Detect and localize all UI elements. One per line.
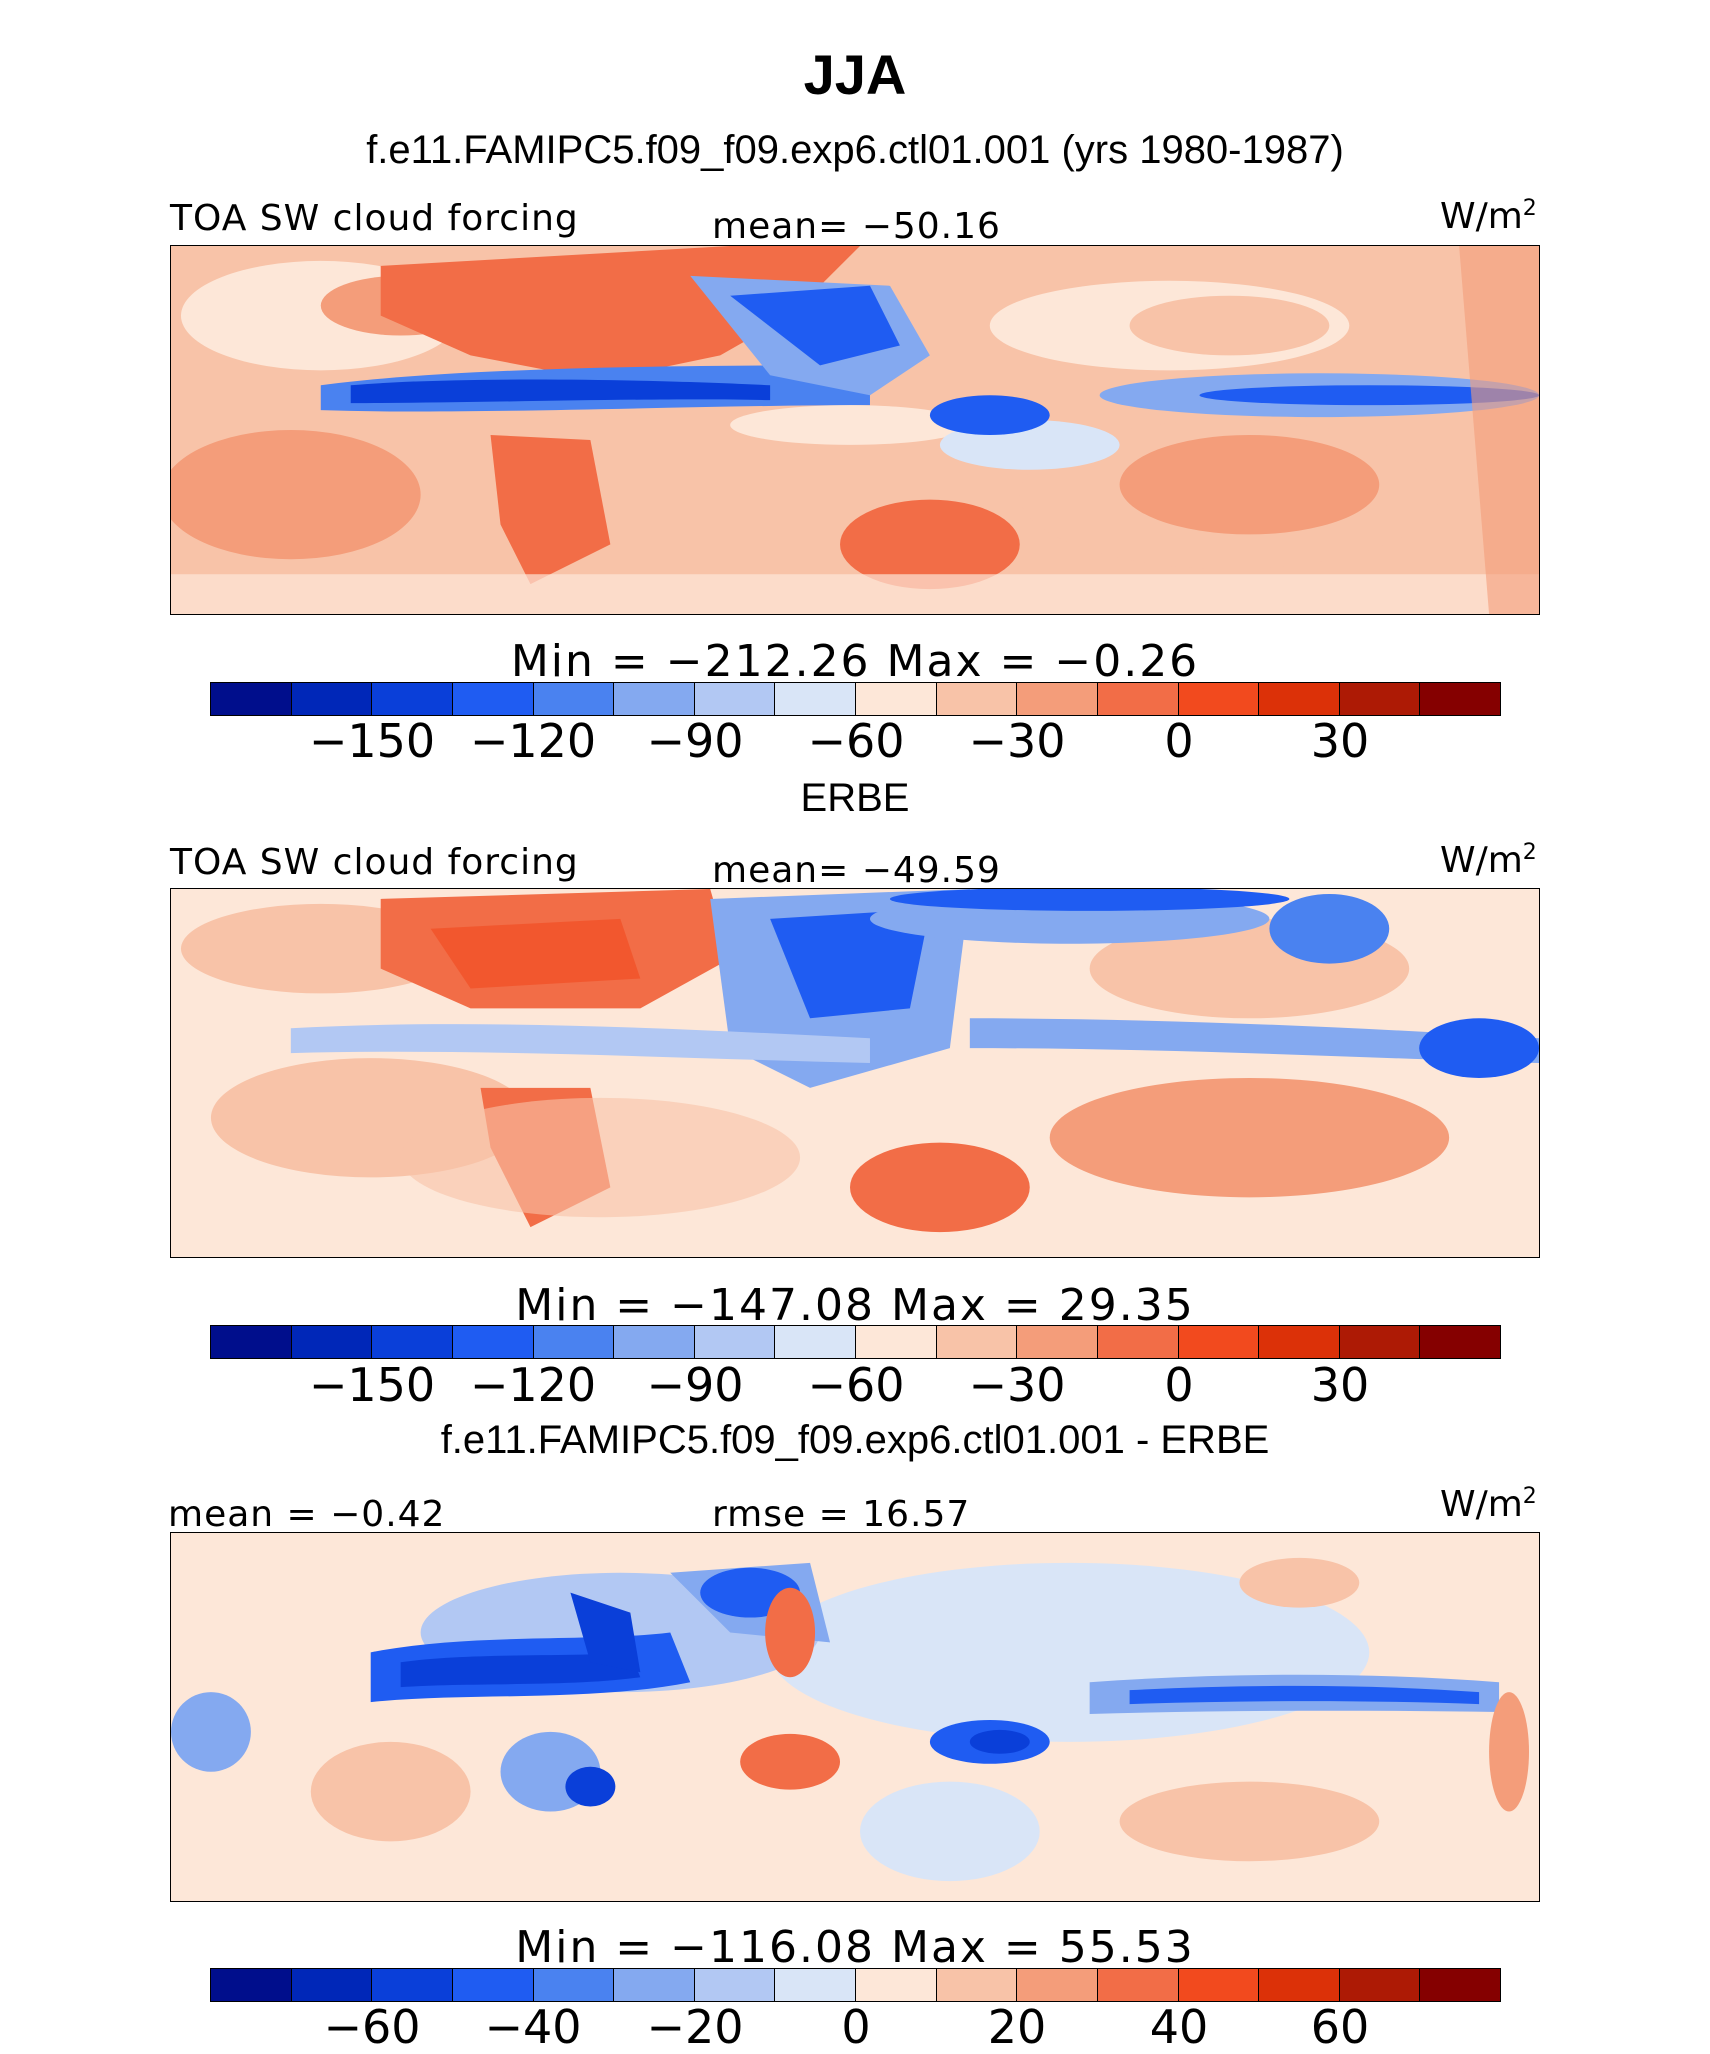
panel2-tick: 30 <box>1310 1358 1370 1412</box>
colorbar-swatch <box>1339 1969 1421 2001</box>
panel2-map-field <box>171 889 1539 1257</box>
colorbar-swatch <box>1259 683 1340 715</box>
colorbar-swatch <box>694 683 776 715</box>
colorbar-swatch <box>694 1326 776 1358</box>
panel2-tick: −120 <box>469 1358 597 1412</box>
panel2-tick: −90 <box>646 1358 744 1412</box>
figure-title: JJA <box>803 43 907 106</box>
panel1-tick: −120 <box>469 714 597 768</box>
colorbar-swatch <box>533 683 615 715</box>
panel3-minmax: Min = −116.08 Max = 55.53 <box>515 1922 1195 1973</box>
colorbar-swatch <box>614 1326 695 1358</box>
colorbar-swatch <box>1178 1326 1260 1358</box>
panel1-variable-label: TOA SW cloud forcing <box>170 198 579 239</box>
panel2-subtitle: ERBE <box>800 776 910 820</box>
panel3-colorbar <box>210 1968 1501 2002</box>
panel2-minmax: Min = −147.08 Max = 29.35 <box>515 1280 1195 1331</box>
colorbar-swatch <box>1178 1969 1260 2001</box>
colorbar-swatch <box>936 1326 1018 1358</box>
colorbar-swatch <box>1420 683 1500 715</box>
panel1-subtitle: f.e11.FAMIPC5.f09_f09.exp6.ctl01.001 (yr… <box>366 128 1344 172</box>
panel2-tick: −60 <box>807 1358 905 1412</box>
panel1-tick: −90 <box>646 714 744 768</box>
colorbar-swatch <box>211 1969 292 2001</box>
colorbar-swatch <box>856 1969 937 2001</box>
colorbar-swatch <box>452 683 534 715</box>
panel1-map <box>170 245 1540 615</box>
panel3-tick: −20 <box>646 2000 744 2054</box>
colorbar-swatch <box>1017 683 1098 715</box>
colorbar-swatch <box>614 1969 695 2001</box>
colorbar-swatch <box>1017 1969 1098 2001</box>
panel1-tick: −150 <box>308 714 436 768</box>
panel1-colorbar <box>210 682 1501 716</box>
panel2-tick: −30 <box>968 1358 1066 1412</box>
colorbar-swatch <box>533 1969 615 2001</box>
colorbar-swatch <box>211 683 292 715</box>
colorbar-swatch <box>1097 1326 1179 1358</box>
panel1-mean-label: mean= −50.16 <box>712 206 1001 247</box>
colorbar-swatch <box>1097 1969 1179 2001</box>
colorbar-swatch <box>372 683 453 715</box>
colorbar-swatch <box>694 1969 776 2001</box>
panel2-variable-label: TOA SW cloud forcing <box>170 842 579 883</box>
colorbar-swatch <box>291 1326 373 1358</box>
colorbar-swatch <box>372 1969 453 2001</box>
panel1-tick: −30 <box>968 714 1066 768</box>
colorbar-swatch <box>775 683 856 715</box>
colorbar-swatch <box>856 683 937 715</box>
panel3-tick: −60 <box>323 2000 421 2054</box>
colorbar-swatch <box>533 1326 615 1358</box>
colorbar-swatch <box>856 1326 937 1358</box>
colorbar-swatch <box>775 1326 856 1358</box>
panel2-tick: −150 <box>308 1358 436 1412</box>
panel3-tick: 20 <box>987 2000 1047 2054</box>
colorbar-swatch <box>936 683 1018 715</box>
colorbar-swatch <box>1339 1326 1421 1358</box>
panel3-tick: 60 <box>1310 2000 1370 2054</box>
colorbar-swatch <box>1339 683 1421 715</box>
panel3-map <box>170 1532 1540 1902</box>
colorbar-swatch <box>452 1326 534 1358</box>
colorbar-swatch <box>614 683 695 715</box>
panel2-mean-label: mean= −49.59 <box>712 850 1001 891</box>
colorbar-swatch <box>1259 1326 1340 1358</box>
colorbar-swatch <box>372 1326 453 1358</box>
panel2-tick: 0 <box>1164 1358 1194 1412</box>
panel3-subtitle: f.e11.FAMIPC5.f09_f09.exp6.ctl01.001 - E… <box>440 1418 1270 1462</box>
colorbar-swatch <box>1178 683 1260 715</box>
colorbar-swatch <box>211 1326 292 1358</box>
colorbar-swatch <box>936 1969 1018 2001</box>
panel3-tick: 40 <box>1149 2000 1209 2054</box>
colorbar-swatch <box>452 1969 534 2001</box>
panel1-tick: −60 <box>807 714 905 768</box>
panel2-map <box>170 888 1540 1258</box>
panel2-colorbar <box>210 1325 1501 1359</box>
panel1-tick: 30 <box>1310 714 1370 768</box>
colorbar-swatch <box>775 1969 856 2001</box>
panel2-units: W/m2 <box>1440 840 1537 881</box>
panel1-map-field <box>171 246 1539 614</box>
colorbar-swatch <box>291 683 373 715</box>
panel1-tick: 0 <box>1164 714 1194 768</box>
colorbar-swatch <box>1017 1326 1098 1358</box>
panel3-units: W/m2 <box>1440 1484 1537 1525</box>
panel1-minmax: Min = −212.26 Max = −0.26 <box>510 636 1200 687</box>
colorbar-swatch <box>1420 1969 1500 2001</box>
panel3-tick: −40 <box>484 2000 582 2054</box>
colorbar-swatch <box>1097 683 1179 715</box>
colorbar-swatch <box>291 1969 373 2001</box>
colorbar-swatch <box>1259 1969 1340 2001</box>
panel3-tick: 0 <box>841 2000 871 2054</box>
panel1-units: W/m2 <box>1440 196 1537 237</box>
panel3-mean-label: mean = −0.42 <box>168 1494 446 1535</box>
panel3-map-field <box>171 1533 1539 1901</box>
colorbar-swatch <box>1420 1326 1500 1358</box>
panel3-rmse-label: rmse = 16.57 <box>712 1494 971 1535</box>
